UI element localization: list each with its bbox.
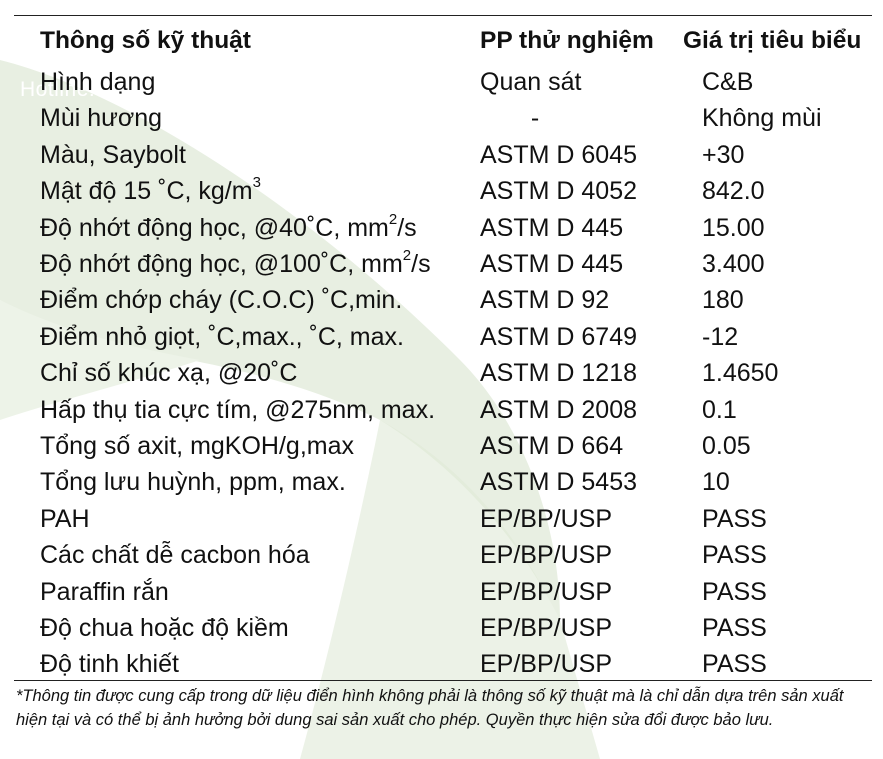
row-method: ASTM D 664 [480,432,624,460]
row-parameter: Mật độ 15 ˚C, kg/m3 [40,174,261,206]
header-parameter: Thông số kỹ thuật [40,27,251,54]
table-header: Thông số kỹ thuật PP thử nghiệm Giá trị … [0,23,883,59]
table-top-rule [14,15,872,16]
row-parameter: Điểm chớp cháy (C.O.C) ˚C,min. [40,286,403,315]
row-method: ASTM D 2008 [480,395,638,424]
row-method: Quan sát [480,68,582,96]
row-method: ASTM D 5453 [480,468,638,497]
row-value: 842.0 [702,177,765,206]
table-row: Các chất dễ cacbon hóa EP/BP/USP PASS [0,537,883,573]
row-method: ASTM D 1218 [480,359,638,388]
row-value: 0.1 [702,395,737,424]
row-parameter: Độ chua hoặc độ kiềm [40,614,289,642]
footnote: *Thông tin được cung cấp trong dữ liệu đ… [16,687,844,729]
row-method: ASTM D 445 [480,213,624,242]
row-parameter: Các chất dễ cacbon hóa [40,541,310,570]
row-value: 1.4650 [702,359,779,388]
row-parameter: Màu, Saybolt [40,140,186,169]
header-method: PP thử nghiệm [480,27,654,54]
row-parameter: Paraffin rắn [40,577,169,606]
row-value: 10 [702,468,730,497]
row-value: 3.400 [702,250,765,278]
row-value: 0.05 [702,432,751,460]
row-value: 180 [702,286,744,315]
header-value: Giá trị tiêu biểu [683,27,862,54]
row-parameter: Chỉ số khúc xạ, @20˚C [40,359,298,388]
row-parameter: Độ nhớt động học, @100˚C, mm2/s [40,247,431,278]
table-row: Độ nhớt động học, @40˚C, mm2/s ASTM D 445… [0,210,883,246]
row-parameter: Độ nhớt động học, @40˚C, mm2/s [40,210,417,242]
row-parameter: PAH [40,504,90,533]
table-row: Paraffin rắn EP/BP/USP PASS [0,574,883,610]
hotline-watermark: Hotline: 0919770028 [20,78,224,101]
row-parameter: Mùi hương [40,104,163,133]
row-parameter: Hấp thụ tia cực tím, @275nm, max. [40,395,436,424]
table-row: Hình dạng Quan sát C&B [0,64,883,100]
row-method: EP/BP/USP [480,614,612,642]
row-value: 15.00 [702,213,765,242]
table-row: Độ chua hoặc độ kiềm EP/BP/USP PASS [0,610,883,646]
table-row: Độ nhớt động học, @100˚C, mm2/s ASTM D 44… [0,246,883,282]
row-value: PASS [702,541,767,570]
row-parameter: Điểm nhỏ giọt, ˚C,max., ˚C, max. [40,322,404,351]
row-method: ASTM D 6045 [480,140,638,169]
row-parameter: Hình dạng [40,68,156,96]
table-row: Tổng số axit, mgKOH/g,max ASTM D 664 0.05 [0,428,883,464]
table-row: Chỉ số khúc xạ, @20˚C ASTM D 1218 1.4650 [0,355,883,391]
table-row: Hấp thụ tia cực tím, @275nm, max. ASTM D … [0,392,883,428]
row-value: PASS [702,504,767,533]
table-row: Điểm chớp cháy (C.O.C) ˚C,min. ASTM D 92 1… [0,282,883,318]
row-method: EP/BP/USP [480,541,612,570]
row-method: EP/BP/USP [480,577,612,606]
table-row: PAH EP/BP/USP PASS [0,501,883,537]
row-value: +30 [702,140,745,169]
row-method: ASTM D 445 [480,250,624,278]
table-row: Mùi hương - Không mùi [0,100,883,136]
row-value: C&B [702,68,754,96]
row-value: -12 [702,322,739,351]
table-row: Điểm nhỏ giọt, ˚C,max., ˚C, max. ASTM D 6… [0,319,883,355]
table-row: Mật độ 15 ˚C, kg/m3 ASTM D 4052 842.0 [0,173,883,209]
table-row: Màu, Saybolt ASTM D 6045 +30 [0,137,883,173]
row-method: ASTM D 4052 [480,177,638,206]
row-parameter: Tổng lưu huỳnh, ppm, max. [40,468,346,497]
row-value: PASS [702,577,767,606]
table-bottom-rule [14,680,872,681]
row-parameter: Độ tinh khiết [40,650,179,679]
table-row: Độ tinh khiết EP/BP/USP PASS [0,646,883,682]
table-row: Tổng lưu huỳnh, ppm, max. ASTM D 5453 10 [0,464,883,500]
row-method: ASTM D 6749 [480,322,638,351]
row-method: - [530,104,540,133]
row-method: EP/BP/USP [480,504,612,533]
row-value: PASS [702,650,767,679]
row-parameter: Tổng số axit, mgKOH/g,max [40,432,355,460]
row-method: EP/BP/USP [480,650,612,679]
row-value: PASS [702,614,767,642]
row-value: Không mùi [702,104,822,133]
row-method: ASTM D 92 [480,286,610,315]
